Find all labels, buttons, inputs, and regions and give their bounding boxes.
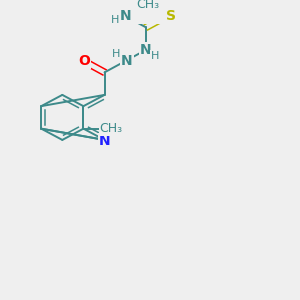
Text: S: S — [166, 9, 176, 23]
Text: O: O — [78, 54, 90, 68]
Text: N: N — [119, 9, 131, 23]
Text: CH₃: CH₃ — [136, 0, 159, 11]
Text: N: N — [140, 43, 152, 57]
Text: CH₃: CH₃ — [100, 122, 123, 135]
Text: H: H — [111, 15, 119, 25]
Text: N: N — [99, 134, 110, 148]
Text: H: H — [151, 51, 159, 61]
Text: N: N — [121, 54, 133, 68]
Text: H: H — [112, 49, 121, 59]
